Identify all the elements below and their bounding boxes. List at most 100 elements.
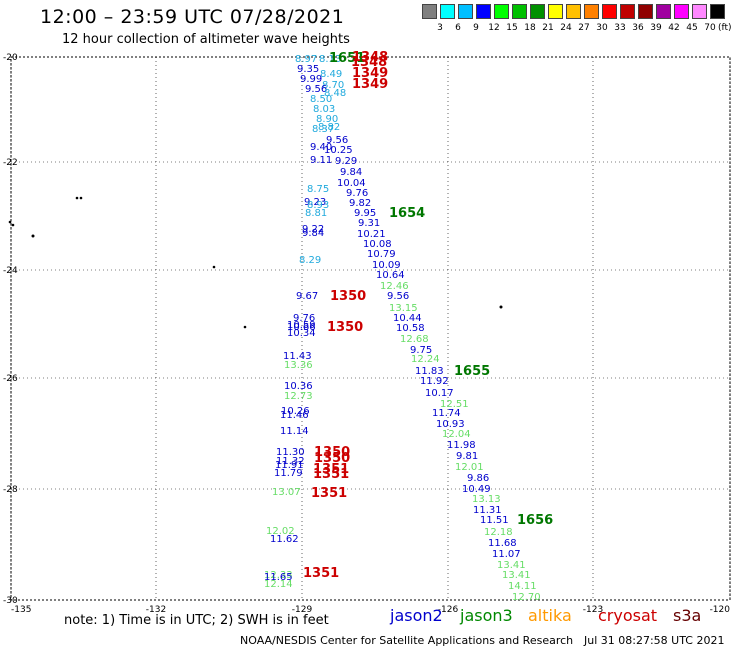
pass-time-label: 1351 bbox=[313, 467, 349, 482]
wave-height-value: 12.24 bbox=[411, 354, 440, 365]
wave-height-value: 9.75 bbox=[410, 345, 432, 356]
wave-height-value: 12.46 bbox=[380, 281, 409, 292]
lon-label: -120 bbox=[710, 605, 731, 615]
wave-height-value: 10.26 bbox=[281, 406, 310, 417]
wave-height-value: 10.49 bbox=[462, 484, 491, 495]
island bbox=[79, 196, 83, 200]
wave-height-value: 11.32 bbox=[276, 456, 305, 467]
legend-s3a: s3a bbox=[673, 606, 702, 625]
scale-label: 15 bbox=[506, 23, 518, 33]
wave-height-value: 10.34 bbox=[287, 328, 316, 339]
wave-height-value: 12.70 bbox=[512, 592, 541, 603]
wave-height-value: 12.33 bbox=[264, 570, 293, 581]
wave-height-value: 12.68 bbox=[400, 334, 429, 345]
wave-height-value: 9.95 bbox=[354, 208, 376, 219]
wave-height-value: 9.40 bbox=[310, 142, 332, 153]
wave-height-value: 9.56 bbox=[326, 135, 348, 146]
wave-height-value: 8.37 bbox=[312, 124, 334, 135]
lat-label: -26 bbox=[3, 374, 18, 384]
legend-altika: altika bbox=[528, 606, 572, 625]
wave-height-value: 9.76 bbox=[293, 313, 315, 324]
page-subtitle: 12 hour collection of altimeter wave hei… bbox=[62, 32, 350, 47]
scale-label: 36 bbox=[632, 23, 644, 33]
scale-swatch bbox=[584, 4, 599, 19]
scale-swatch bbox=[566, 4, 581, 19]
wave-height-value: 10.58 bbox=[396, 323, 425, 334]
wave-height-value: 9.99 bbox=[300, 74, 322, 85]
map-frame bbox=[10, 56, 731, 601]
scale-label: 6 bbox=[455, 23, 461, 33]
scale-label: 45 bbox=[686, 23, 698, 33]
scale-swatch bbox=[440, 4, 455, 19]
pass-time-label: 1348 bbox=[352, 50, 388, 65]
wave-height-value: 9.67 bbox=[296, 291, 318, 302]
island bbox=[499, 305, 503, 309]
scale-label: 27 bbox=[578, 23, 590, 33]
scale-label: 42 bbox=[668, 23, 680, 33]
scale-swatch bbox=[602, 4, 617, 19]
lon-label: -132 bbox=[146, 605, 166, 615]
wave-height-value: 9.84 bbox=[340, 167, 362, 178]
wave-height-value: 9.82 bbox=[349, 198, 371, 209]
wave-height-value: 8.90 bbox=[316, 114, 338, 125]
wave-height-value: 11.62 bbox=[270, 534, 299, 545]
wave-height-value: 11.14 bbox=[280, 426, 309, 437]
wave-height-value: 10.09 bbox=[372, 260, 401, 271]
wave-height-value: 11.65 bbox=[264, 572, 293, 583]
wave-height-value: 9.23 bbox=[304, 197, 326, 208]
graticule bbox=[10, 56, 731, 601]
wave-height-value: 10.36 bbox=[284, 381, 313, 392]
pass-time-label: 1351 bbox=[311, 486, 347, 501]
wave-height-value: 11.51 bbox=[480, 515, 509, 526]
wave-height-value: 10.17 bbox=[425, 388, 454, 399]
wave-height-value: 8.29 bbox=[299, 255, 321, 266]
wave-height-value: 10.64 bbox=[376, 270, 405, 281]
pass-time-label: 1654 bbox=[389, 206, 425, 221]
wave-height-value: 10.21 bbox=[357, 229, 386, 240]
pass-time-label: 1655 bbox=[454, 364, 490, 379]
wave-height-value: 9.56 bbox=[305, 84, 327, 95]
scale-swatch bbox=[692, 4, 707, 19]
islands bbox=[8, 196, 503, 329]
wave-height-value: 8.70 bbox=[322, 80, 344, 91]
wave-height-value: 9.86 bbox=[467, 473, 489, 484]
wave-height-value: 13.13 bbox=[472, 494, 501, 505]
axis-labels: -20 -22 -24 -26 -28 -30-135 -132 -129 -126 -123 -1… bbox=[3, 53, 730, 615]
scale-swatch bbox=[710, 4, 725, 19]
island bbox=[75, 196, 79, 200]
wave-height-value: 9.56 bbox=[387, 291, 409, 302]
wave-height-value: 10.93 bbox=[436, 419, 465, 430]
scale-label: 24 bbox=[560, 23, 572, 33]
scale-swatch bbox=[458, 4, 473, 19]
scale-label: 39 bbox=[650, 23, 662, 33]
wave-height-value: 11.98 bbox=[447, 440, 476, 451]
scale-swatch bbox=[530, 4, 545, 19]
wave-height-value: 9.29 bbox=[335, 156, 357, 167]
wave-height-value: 9.22 bbox=[302, 224, 324, 235]
wave-height-value: 11.43 bbox=[283, 351, 312, 362]
pass-time-label: 1656 bbox=[517, 513, 553, 528]
wave-height-value: 12.01 bbox=[455, 462, 484, 473]
lat-label: -24 bbox=[3, 266, 18, 276]
wave-height-value: 12.18 bbox=[484, 527, 513, 538]
pass-time-label: 1651 bbox=[329, 51, 365, 66]
scale-label: 30 bbox=[596, 23, 608, 33]
wave-height-value: 11.91 bbox=[275, 460, 304, 471]
wave-height-value: 10.66 bbox=[287, 322, 316, 333]
scale-swatch bbox=[656, 4, 671, 19]
wave-height-value: 11.46 bbox=[280, 410, 309, 421]
wave-height-value: 12.14 bbox=[264, 579, 293, 590]
wave-height-value: 13.36 bbox=[284, 360, 313, 371]
wave-height-value: 8.03 bbox=[313, 104, 335, 115]
lon-label: -129 bbox=[292, 605, 313, 615]
scale-label: 70 bbox=[704, 23, 716, 33]
wave-height-value: 13.41 bbox=[502, 570, 531, 581]
pass-time-label: 1350 bbox=[314, 451, 350, 466]
wave-height-value: 8.48 bbox=[324, 88, 346, 99]
wave-height-value: 12.73 bbox=[284, 391, 313, 402]
lon-label: -123 bbox=[583, 605, 603, 615]
wave-height-value: 8.49 bbox=[320, 69, 342, 80]
legend-note: note: 1) Time is in UTC; 2) SWH is in fe… bbox=[64, 613, 329, 628]
wave-height-value: 13.41 bbox=[497, 560, 526, 571]
